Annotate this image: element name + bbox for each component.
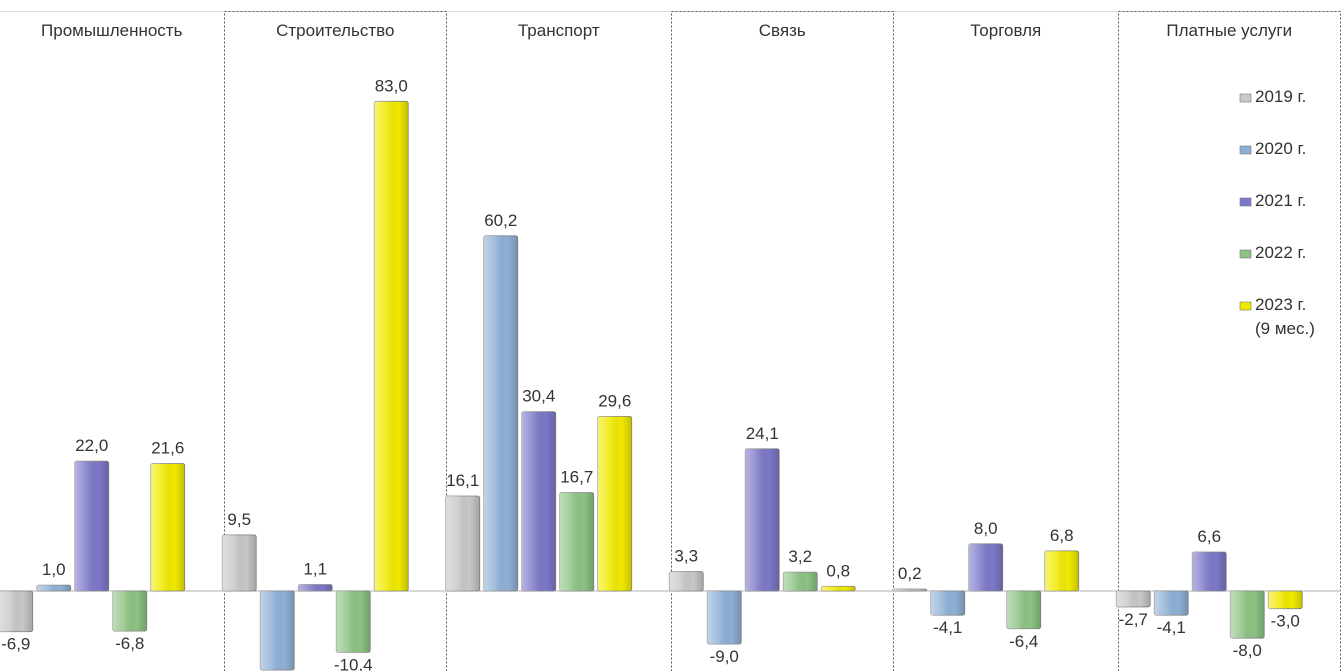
legend-label: 2023 г. — [1255, 295, 1306, 314]
legend-label: 2020 г. — [1255, 139, 1306, 158]
bar — [74, 460, 110, 592]
category-title: Промышленность — [41, 21, 183, 40]
bar — [0, 590, 34, 633]
legend-entry: 2019 г. — [1239, 87, 1306, 106]
legend-swatch — [1239, 93, 1252, 103]
data-label: 60,2 — [484, 211, 517, 230]
panel-border-6 — [1118, 11, 1341, 671]
bar — [1153, 590, 1189, 616]
bar — [597, 415, 633, 592]
category-title: Торговля — [970, 21, 1041, 40]
legend-label: 2021 г. — [1255, 191, 1306, 210]
data-label: 22,0 — [75, 436, 108, 455]
data-label: 30,4 — [522, 387, 555, 406]
data-label: 6,8 — [1050, 526, 1074, 545]
data-label: -10,4 — [334, 655, 373, 671]
bar — [373, 100, 409, 592]
bar — [1044, 550, 1080, 592]
bar — [706, 590, 742, 645]
bar — [1006, 590, 1042, 630]
data-label: 16,1 — [446, 471, 479, 490]
bar — [930, 590, 966, 616]
bar — [892, 588, 928, 592]
bar — [668, 571, 704, 592]
bar — [483, 235, 519, 592]
data-label: -4,1 — [933, 618, 962, 637]
data-label: 3,3 — [674, 547, 698, 566]
data-label: -4,1 — [1157, 618, 1186, 637]
bar — [521, 411, 557, 592]
legend-label-line2: (9 мес.) — [1255, 319, 1315, 338]
bar — [1229, 590, 1265, 639]
data-label: -2,7 — [1119, 610, 1148, 629]
legend-entry: 2022 г. — [1239, 243, 1306, 262]
legend-swatch — [1239, 301, 1252, 311]
data-label: 6,6 — [1197, 527, 1221, 546]
data-label: -6,9 — [1, 635, 30, 654]
category-title: Платные услуги — [1166, 21, 1292, 40]
bar — [744, 448, 780, 592]
legend-entry: 2021 г. — [1239, 191, 1306, 210]
bar — [1115, 590, 1151, 608]
data-label: 0,8 — [826, 561, 850, 580]
data-label: 1,0 — [42, 560, 66, 579]
bar — [297, 584, 333, 592]
data-label: -3,0 — [1271, 612, 1300, 631]
data-label: 16,7 — [560, 467, 593, 486]
bar — [559, 492, 595, 592]
legend-label: 2022 г. — [1255, 243, 1306, 262]
panel-border-4 — [671, 11, 894, 671]
data-label: 24,1 — [746, 424, 779, 443]
data-label: -8,0 — [1233, 641, 1262, 660]
bar — [445, 495, 481, 592]
data-label: 0,2 — [898, 564, 922, 583]
bar — [221, 534, 257, 592]
bar — [150, 463, 186, 592]
data-label: 21,6 — [151, 439, 184, 458]
legend-swatch — [1239, 249, 1252, 259]
data-label: -6,8 — [115, 634, 144, 653]
legend-entry: 2020 г. — [1239, 139, 1306, 158]
data-label: 29,6 — [598, 391, 631, 410]
category-title: Строительство — [276, 21, 394, 40]
category-title: Транспорт — [518, 21, 600, 40]
data-label: 83,0 — [375, 76, 408, 95]
legend-label: 2019 г. — [1255, 87, 1306, 106]
data-label: 8,0 — [974, 519, 998, 538]
bar — [782, 571, 818, 592]
data-label: -6,4 — [1009, 632, 1038, 651]
bar — [820, 585, 856, 592]
bar — [335, 590, 371, 653]
legend-swatch — [1239, 197, 1252, 207]
legend-swatch — [1239, 145, 1252, 155]
data-label: 3,2 — [788, 547, 812, 566]
bar — [968, 543, 1004, 592]
data-label: 9,5 — [227, 510, 251, 529]
legend-entry: 2023 г. (9 мес.) — [1239, 295, 1315, 338]
panel-border-2 — [224, 11, 447, 671]
category-title: Связь — [759, 21, 806, 40]
bar — [36, 584, 72, 592]
data-label: -9,0 — [710, 647, 739, 666]
bar — [1267, 590, 1303, 610]
bar — [1191, 551, 1227, 592]
data-label: 1,1 — [303, 560, 327, 579]
bar — [259, 590, 295, 671]
bar — [112, 590, 148, 632]
